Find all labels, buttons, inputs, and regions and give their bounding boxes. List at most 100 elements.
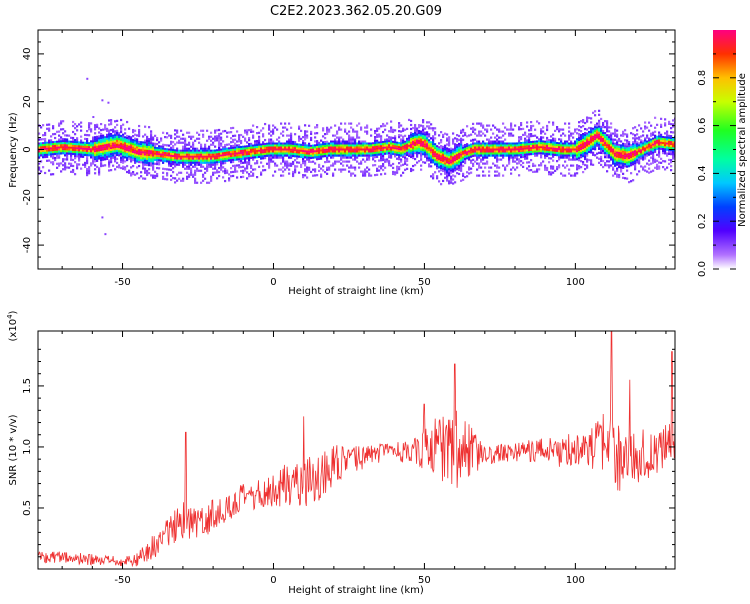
heatmap-cell [348, 154, 351, 157]
heatmap-cell [470, 171, 473, 174]
heatmap-cell [460, 151, 463, 154]
heatmap-cell [228, 157, 231, 160]
heatmap-cell [614, 164, 617, 167]
heatmap-cell [410, 155, 413, 159]
heatmap-cell [398, 136, 401, 139]
heatmap-cell [338, 168, 341, 171]
heatmap-cell [58, 156, 61, 159]
heatmap-cell [636, 173, 639, 176]
heatmap-cell [340, 154, 343, 157]
heatmap-cell [108, 151, 111, 154]
heatmap-cell [606, 156, 609, 159]
heatmap-cell [600, 155, 603, 159]
heatmap-cell [560, 142, 563, 145]
heatmap-cell [570, 142, 573, 145]
heatmap-cell [276, 142, 279, 145]
heatmap-cell [272, 132, 275, 135]
heatmap-cell [386, 140, 389, 143]
heatmap-cell [436, 161, 439, 164]
heatmap-cell [604, 156, 607, 159]
heatmap-cell [230, 159, 233, 162]
heatmap-cell [542, 160, 545, 163]
heatmap-cell [444, 164, 447, 167]
heatmap-cell [658, 137, 661, 140]
heatmap-cell [144, 143, 147, 146]
heatmap-cell [468, 172, 471, 175]
heatmap-cell [248, 137, 251, 140]
heatmap-cell [518, 152, 521, 155]
heatmap-cell [110, 151, 113, 154]
heatmap-cell [270, 134, 273, 137]
heatmap-cell [106, 151, 109, 154]
heatmap-cell [592, 139, 595, 142]
heatmap-cell [172, 161, 175, 164]
heatmap-cell [248, 147, 251, 150]
heatmap-cell [480, 150, 483, 153]
heatmap-cell [276, 128, 279, 131]
heatmap-cell [102, 128, 105, 131]
heatmap-cell [596, 128, 599, 131]
heatmap-cell [310, 146, 313, 150]
heatmap-cell [420, 132, 423, 135]
heatmap-cell [134, 161, 137, 164]
heatmap-cell [228, 131, 231, 134]
heatmap-cell [418, 150, 421, 153]
heatmap-cell [288, 140, 291, 143]
heatmap-cell [592, 151, 595, 154]
heatmap-cell [66, 144, 69, 147]
heatmap-cell [230, 145, 233, 148]
heatmap-cell [212, 137, 215, 140]
heatmap-cell [116, 149, 119, 153]
heatmap-cell [646, 154, 649, 157]
heatmap-cell [528, 165, 531, 168]
heatmap-cell [350, 144, 353, 147]
heatmap-cell [410, 135, 413, 139]
heatmap-cell [646, 134, 649, 137]
heatmap-cell [232, 170, 235, 174]
heatmap-cell [284, 150, 287, 153]
heatmap-cell [206, 147, 209, 150]
heatmap-cell [362, 148, 365, 151]
heatmap-cell [60, 148, 63, 151]
heatmap-cell [608, 138, 611, 141]
heatmap-cell [448, 168, 451, 171]
heatmap-cell [290, 156, 293, 159]
heatmap-cell [98, 139, 101, 142]
heatmap-cell [232, 148, 235, 152]
heatmap-cell [570, 154, 573, 157]
heatmap-cell [500, 140, 503, 143]
heatmap-cell [364, 126, 367, 129]
heatmap-cell [456, 164, 459, 167]
heatmap-cell [98, 135, 101, 138]
heatmap-cell [180, 141, 183, 144]
heatmap-cell [500, 154, 503, 157]
heatmap-cell [564, 154, 567, 157]
heatmap-cell [314, 148, 317, 151]
heatmap-cell [52, 153, 55, 156]
heatmap-cell [112, 144, 115, 147]
heatmap-cell [380, 143, 383, 146]
heatmap-cell [532, 148, 535, 152]
heatmap-cell [576, 132, 579, 135]
heatmap-cell [182, 137, 185, 140]
heatmap-cell [424, 143, 427, 146]
heatmap-cell [170, 140, 173, 143]
heatmap-cell [40, 142, 43, 145]
heatmap-cell [536, 150, 539, 153]
heatmap-cell [670, 153, 673, 156]
heatmap-cell [484, 174, 487, 177]
heatmap-cell [436, 175, 439, 178]
heatmap-cell [370, 128, 373, 131]
heatmap-cell [552, 139, 555, 142]
heatmap-cell [590, 133, 593, 136]
heatmap-cell [256, 150, 259, 153]
heatmap-cell [646, 146, 649, 149]
heatmap-cell [492, 124, 495, 127]
heatmap-cell [206, 139, 209, 142]
heatmap-cell [572, 152, 575, 155]
heatmap-cell [78, 153, 81, 156]
heatmap-cell [436, 145, 439, 148]
heatmap-cell [104, 154, 107, 157]
heatmap-cell [152, 174, 155, 177]
heatmap-cell [94, 146, 97, 149]
